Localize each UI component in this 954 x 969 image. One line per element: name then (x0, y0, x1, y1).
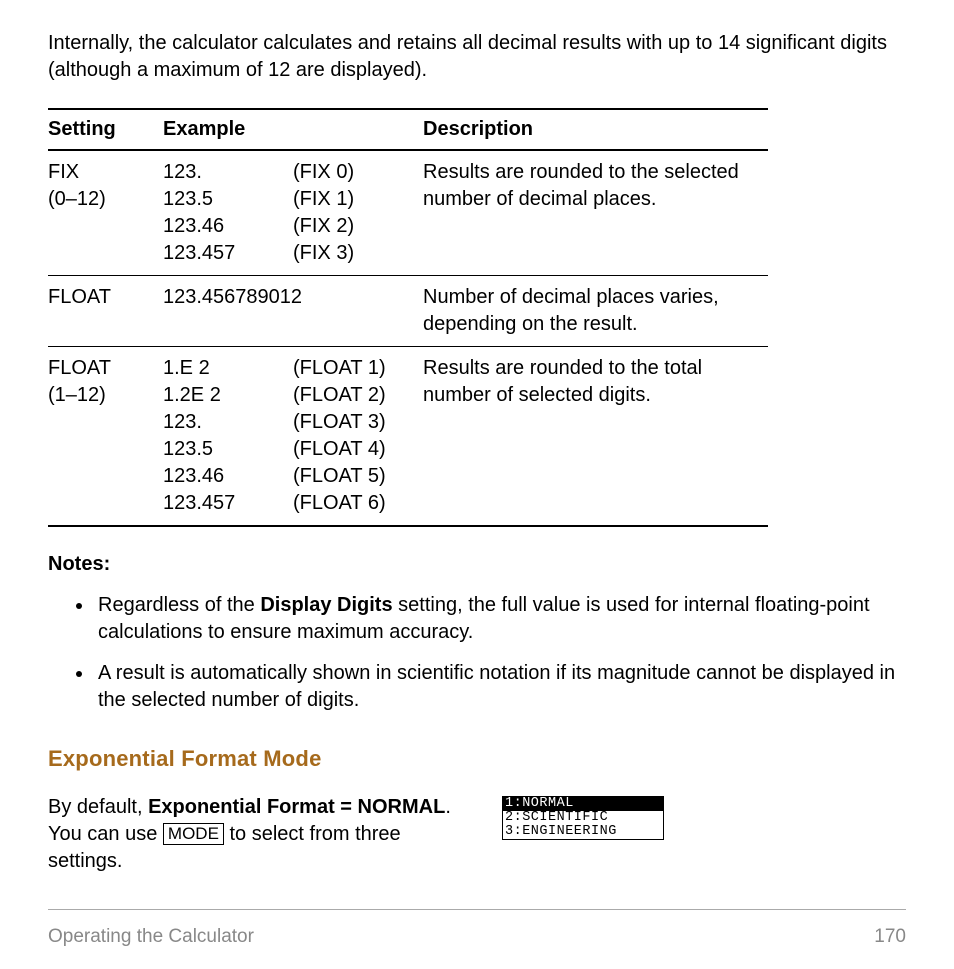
th-example: Example (163, 109, 423, 150)
list-item: Regardless of the Display Digits setting… (94, 592, 906, 646)
table-row: FIX (0–12) 123. 123.5 123.46 123.457 (FI… (48, 150, 768, 276)
table-row: FLOAT (1–12) 1.E 2 1.2E 2 123. 123.5 123… (48, 347, 768, 527)
settings-table: Setting Example Description FIX (0–12) 1… (48, 108, 768, 527)
th-description: Description (423, 109, 768, 150)
notes-list: Regardless of the Display Digits setting… (48, 592, 906, 714)
section-heading: Exponential Format Mode (48, 744, 906, 774)
cell-example-values: 123.456789012 (163, 276, 423, 347)
th-setting: Setting (48, 109, 163, 150)
exponential-format-text: By default, Exponential Format = NORMAL.… (48, 794, 478, 875)
cell-setting: FLOAT (1–12) (48, 347, 163, 527)
cell-example-labels: (FIX 0) (FIX 1) (FIX 2) (FIX 3) (293, 150, 423, 276)
mode-key-icon: MODE (163, 823, 224, 845)
calc-option: 3:ENGINEERING (503, 825, 663, 839)
cell-description: Results are rounded to the selected numb… (423, 150, 768, 276)
note-text: A result is automatically shown in scien… (98, 662, 895, 711)
calculator-screen: 1:NORMAL 2:SCIENTIFIC 3:ENGINEERING (502, 796, 664, 841)
cell-example-values: 123. 123.5 123.46 123.457 (163, 150, 293, 276)
cell-example-values: 1.E 2 1.2E 2 123. 123.5 123.46 123.457 (163, 347, 293, 527)
cell-example-labels: (FLOAT 1) (FLOAT 2) (FLOAT 3) (FLOAT 4) … (293, 347, 423, 527)
footer-title: Operating the Calculator (48, 924, 254, 950)
expo-text-a: By default, (48, 796, 148, 818)
calc-option: 2:SCIENTIFIC (503, 811, 663, 825)
calc-option-selected: 1:NORMAL (503, 797, 663, 811)
note-text: Regardless of the (98, 594, 260, 616)
page-footer: Operating the Calculator 170 (48, 909, 906, 950)
cell-setting: FLOAT (48, 276, 163, 347)
intro-paragraph: Internally, the calculator calculates an… (48, 30, 906, 84)
expo-text-bold: Exponential Format = NORMAL (148, 796, 445, 818)
cell-description: Results are rounded to the total number … (423, 347, 768, 527)
table-row: FLOAT 123.456789012 Number of decimal pl… (48, 276, 768, 347)
list-item: A result is automatically shown in scien… (94, 660, 906, 714)
cell-setting: FIX (0–12) (48, 150, 163, 276)
footer-page-number: 170 (874, 924, 906, 950)
cell-description: Number of decimal places varies, dependi… (423, 276, 768, 347)
notes-heading: Notes: (48, 551, 906, 578)
note-bold: Display Digits (260, 594, 392, 616)
exponential-format-row: By default, Exponential Format = NORMAL.… (48, 794, 906, 875)
